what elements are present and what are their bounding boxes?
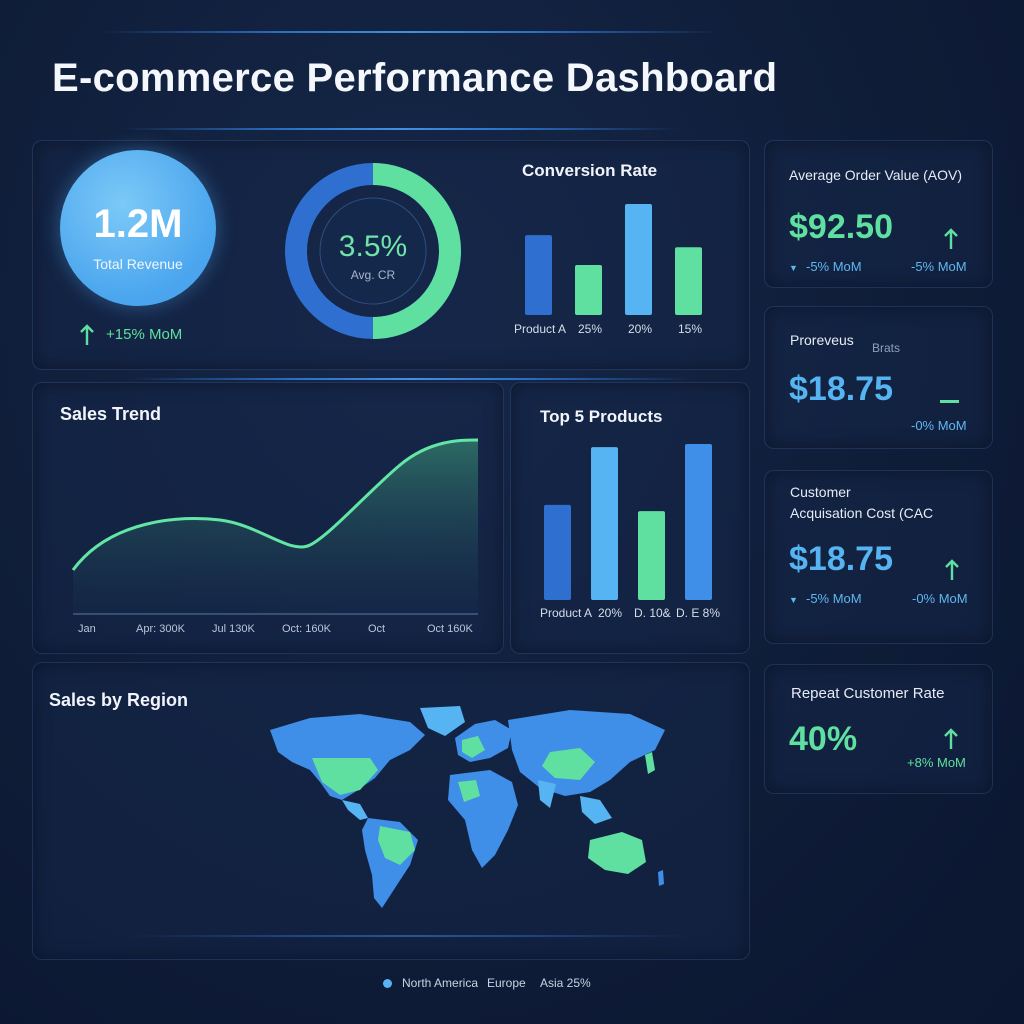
caret-down-icon: ▼ [789, 595, 798, 605]
conversion-x-axis: Product A 25% 20% 15% [514, 322, 724, 338]
asia-region [508, 710, 665, 796]
arrow-up-icon [80, 324, 94, 345]
sales-trend-tick-label: Oct: 160K [282, 623, 331, 635]
aov-label: Average Order Value (AOV) [789, 167, 963, 183]
usa-region [312, 758, 378, 795]
proreveus-label: Proreveus [790, 332, 854, 348]
sales-trend-tick-label: Oct 160K [427, 623, 473, 635]
sales-trend-x-axis: Jan Apr: 300K Jul 130K Oct: 160K Oct Oct… [72, 623, 492, 639]
india-region [538, 780, 556, 808]
bar [544, 504, 571, 600]
donut-arc [372, 163, 461, 339]
africa-region [448, 770, 518, 868]
conversion-tick-label: 25% [578, 322, 603, 336]
bar [638, 511, 665, 600]
conversion-tick-label: Product A [514, 322, 567, 336]
conversion-bar-chart [525, 204, 702, 315]
arrow-up-icon [944, 228, 958, 249]
europe-highlight [462, 736, 485, 758]
page-title: E-commerce Performance Dashboard [52, 56, 778, 100]
conversion-tick-label: 15% [678, 322, 703, 336]
africa-highlight [458, 780, 480, 802]
bar [525, 235, 552, 315]
region-legend: North America Europe Asia 25% [383, 976, 643, 992]
total-revenue-label: Total Revenue [93, 256, 183, 272]
sales-trend-tick-label: Oct [368, 623, 386, 635]
top-products-tick-label: D. 10& [634, 606, 671, 620]
bar [591, 447, 618, 600]
cac-label-line2: Acquisation Cost (CAC [790, 505, 934, 521]
aov-value: $92.50 [789, 208, 893, 246]
asia-highlight [542, 748, 595, 780]
revenue-change: +15% MoM [106, 326, 183, 343]
glow-divider [120, 128, 680, 130]
bar [675, 247, 702, 315]
glow-divider [130, 378, 690, 380]
sales-trend-tick-label: Apr: 300K [136, 623, 185, 635]
bar [685, 444, 712, 600]
sales-trend-tick-label: Jan [78, 623, 96, 635]
legend-item: North America [402, 976, 479, 990]
repeat-customer-card [764, 664, 993, 794]
greenland-region [420, 706, 465, 736]
dash-icon [940, 400, 959, 403]
cac-card [764, 470, 993, 644]
arrow-up-icon [945, 559, 959, 580]
sales-by-region-title: Sales by Region [49, 690, 189, 710]
aov-card [764, 140, 993, 288]
glow-divider [100, 31, 720, 33]
repeat-customer-value: 40% [789, 720, 858, 758]
new-zealand-region [658, 870, 664, 886]
brazil-region [378, 826, 415, 865]
top-products-x-axis: Product A 20% D. 10& D. E 8% [540, 606, 740, 622]
cac-change-left: -5% MoM [806, 591, 862, 606]
conversion-tick-label: 20% [628, 322, 653, 336]
sales-trend-tick-label: Jul 130K [212, 623, 255, 635]
australia-region [588, 832, 646, 874]
world-map [270, 706, 665, 908]
top-products-tick-label: D. E 8% [676, 606, 721, 620]
cac-value: $18.75 [789, 540, 893, 578]
legend-item: Asia 25% [540, 976, 591, 990]
donut-value: 3.5% [338, 230, 408, 263]
southeast-asia-region [580, 796, 612, 824]
central-america-region [342, 800, 368, 820]
total-revenue-circle: 1.2M Total Revenue [60, 150, 216, 306]
top-products-tick-label: Product A [540, 606, 593, 620]
proreveus-label-secondary: Brats [872, 341, 901, 355]
north-america-region [270, 714, 425, 800]
cac-label-line1: Customer [790, 484, 851, 500]
top-products-bar-chart [544, 444, 712, 600]
aov-change-left: -5% MoM [806, 259, 862, 274]
sales-trend-title: Sales Trend [60, 404, 162, 424]
proreveus-card [764, 306, 993, 449]
repeat-customer-change: +8% MoM [907, 755, 966, 770]
bar [575, 265, 602, 315]
repeat-customer-label: Repeat Customer Rate [791, 685, 945, 702]
top-products-title: Top 5 Products [540, 407, 663, 426]
top-products-tick-label: 20% [598, 606, 623, 620]
aov-change-right: -5% MoM [911, 259, 967, 274]
conversion-rate-title: Conversion Rate [522, 161, 658, 180]
donut-label: Avg. CR [350, 268, 396, 282]
japan-region [645, 752, 655, 774]
sales-trend-chart [71, 438, 479, 615]
legend-dot-icon [383, 979, 392, 988]
sales-by-region-panel [32, 662, 750, 960]
conversion-donut [285, 163, 461, 339]
proreveus-value: $18.75 [789, 370, 893, 408]
sales-trend-area [73, 440, 478, 614]
bar [625, 204, 652, 315]
sales-trend-line [71, 438, 479, 571]
caret-down-icon: ▼ [789, 263, 798, 273]
arrow-up-icon [944, 728, 958, 749]
total-revenue-value: 1.2M [93, 202, 183, 246]
legend-item: Europe [487, 976, 526, 990]
cac-change-right: -0% MoM [912, 591, 968, 606]
proreveus-change: -0% MoM [911, 418, 967, 433]
